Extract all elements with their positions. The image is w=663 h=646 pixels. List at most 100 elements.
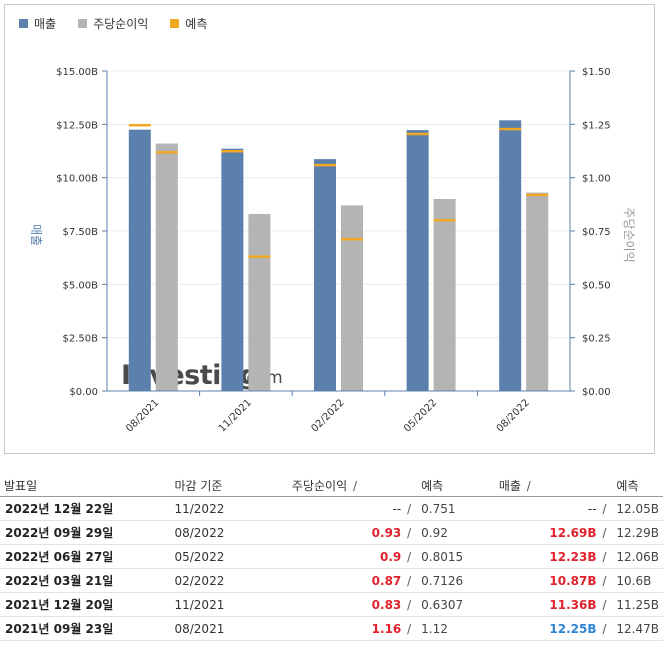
legend-label-eps: 주당순이익 bbox=[93, 17, 149, 31]
cell-revenue: 12.25B / bbox=[494, 616, 613, 641]
x-tick-label: 05/2022 bbox=[402, 397, 439, 434]
cell-date: 2022년 09월 29일 bbox=[0, 520, 171, 545]
cell-eps: -- / bbox=[287, 496, 418, 521]
cell-revenue-slash: / bbox=[602, 621, 607, 636]
table-row: 2022년 03월 21일 02/2022 0.87 /0.7126 10.87B /… bbox=[0, 568, 663, 593]
y-tick-label-right: $1.50 bbox=[582, 67, 611, 78]
cell-revenue-forecast: 11.25B bbox=[612, 592, 663, 617]
revenue-forecast-marker bbox=[406, 132, 429, 136]
col-header-revenue-label: 매출 bbox=[498, 478, 521, 493]
legend-item-revenue[interactable]: 매출 bbox=[19, 15, 56, 32]
cell-eps-value: 1.16 bbox=[371, 621, 402, 636]
table-row: 2022년 12월 22일 11/2022 -- /0.751 -- /12.05B bbox=[0, 496, 663, 521]
chart-bars bbox=[128, 120, 549, 391]
y-tick-label-left: $5.00B bbox=[63, 280, 99, 291]
cell-eps-forecast: 0.92 bbox=[417, 520, 495, 545]
cell-revenue-forecast: 12.05B bbox=[612, 496, 663, 521]
eps-forecast-marker bbox=[341, 237, 363, 241]
legend-item-forecast[interactable]: 예측 bbox=[170, 15, 207, 32]
col-header-revenue-forecast[interactable]: 예측 bbox=[612, 474, 663, 497]
legend-swatch-revenue bbox=[19, 19, 28, 28]
earnings-table: 발표일 마감 기준 주당순이익 / 예측 매출 / 예측 2022년 12월 2… bbox=[0, 474, 663, 641]
cell-revenue-value: -- bbox=[587, 501, 597, 516]
cell-revenue: 12.23B / bbox=[494, 544, 613, 569]
col-header-eps-forecast[interactable]: 예측 bbox=[417, 474, 495, 497]
cell-eps-value: -- bbox=[392, 501, 402, 516]
cell-eps: 0.93 / bbox=[287, 520, 418, 545]
y-tick-label-left: $0.00 bbox=[69, 387, 98, 398]
cell-revenue-slash: / bbox=[602, 525, 607, 540]
x-tick-label: 02/2022 bbox=[309, 397, 346, 434]
cell-eps-slash: / bbox=[407, 525, 412, 540]
cell-revenue-slash: / bbox=[602, 501, 607, 516]
cell-revenue: -- / bbox=[494, 496, 613, 521]
eps-forecast-marker bbox=[248, 255, 271, 258]
col-header-eps[interactable]: 주당순이익 / bbox=[287, 474, 418, 497]
col-header-period[interactable]: 마감 기준 bbox=[170, 474, 288, 497]
eps-bar bbox=[526, 192, 549, 391]
cell-revenue-value: 12.23B bbox=[549, 549, 597, 564]
cell-eps: 0.87 / bbox=[287, 568, 418, 593]
cell-revenue-value: 12.69B bbox=[549, 525, 597, 540]
cell-eps-forecast: 0.7126 bbox=[417, 568, 495, 593]
col-header-eps-slash: / bbox=[352, 478, 357, 493]
eps-bar bbox=[248, 213, 271, 391]
cell-eps-slash: / bbox=[407, 621, 412, 636]
table-row: 2021년 12월 20일 11/2021 0.83 /0.6307 11.36B /… bbox=[0, 592, 663, 617]
cell-eps: 0.9 / bbox=[287, 544, 418, 569]
cell-revenue-value: 11.36B bbox=[549, 597, 597, 612]
cell-revenue-forecast: 12.29B bbox=[612, 520, 663, 545]
revenue-forecast-marker bbox=[314, 163, 336, 167]
cell-eps-value: 0.87 bbox=[371, 573, 402, 588]
cell-revenue-forecast: 12.47B bbox=[612, 616, 663, 641]
y-tick-label-left: $15.00B bbox=[56, 67, 98, 78]
cell-date: 2022년 12월 22일 bbox=[0, 496, 171, 521]
cell-period: 05/2022 bbox=[170, 544, 288, 569]
chart-legend: 매출 주당순이익 예측 bbox=[19, 15, 229, 32]
cell-revenue-slash: / bbox=[602, 597, 607, 612]
y-tick-label-right: $1.25 bbox=[582, 120, 611, 131]
col-header-revenue-slash: / bbox=[526, 478, 531, 493]
cell-eps: 0.83 / bbox=[287, 592, 418, 617]
cell-date: 2021년 12월 20일 bbox=[0, 592, 171, 617]
col-header-date[interactable]: 발표일 bbox=[0, 474, 171, 497]
cell-date: 2021년 09월 23일 bbox=[0, 616, 171, 641]
y-tick-label-right: $0.50 bbox=[582, 280, 611, 291]
revenue-forecast-marker bbox=[499, 127, 522, 131]
cell-period: 02/2022 bbox=[170, 568, 288, 593]
cell-period: 11/2022 bbox=[170, 496, 288, 521]
y-tick-label-left: $10.00B bbox=[56, 174, 98, 185]
legend-swatch-forecast bbox=[170, 19, 180, 28]
cell-eps-forecast: 1.12 bbox=[417, 616, 495, 641]
legend-swatch-eps bbox=[78, 19, 88, 28]
cell-eps-slash: / bbox=[407, 573, 412, 588]
earnings-chart-panel: 매출 주당순이익 예측 Investing .com $0.00$0.00$2.… bbox=[4, 4, 655, 454]
cell-period: 08/2021 bbox=[170, 616, 288, 641]
eps-bar bbox=[341, 205, 363, 391]
cell-eps-forecast: 0.6307 bbox=[417, 592, 495, 617]
eps-bar bbox=[433, 199, 456, 391]
col-header-revenue[interactable]: 매출 / bbox=[494, 474, 613, 497]
cell-eps-value: 0.9 bbox=[380, 549, 402, 564]
eps-forecast-marker bbox=[155, 151, 178, 154]
earnings-table-body: 2022년 12월 22일 11/2022 -- /0.751 -- /12.05B 2… bbox=[0, 496, 663, 641]
cell-revenue-value: 10.87B bbox=[549, 573, 597, 588]
cell-eps-value: 0.83 bbox=[371, 597, 402, 612]
revenue-bar bbox=[406, 130, 429, 391]
legend-label-revenue: 매출 bbox=[34, 17, 57, 31]
cell-period: 08/2022 bbox=[170, 520, 288, 545]
table-row: 2021년 09월 23일 08/2021 1.16 /1.12 12.25B /12… bbox=[0, 616, 663, 641]
cell-date: 2022년 06월 27일 bbox=[0, 544, 171, 569]
legend-item-eps[interactable]: 주당순이익 bbox=[78, 15, 148, 32]
table-header-row: 발표일 마감 기준 주당순이익 / 예측 매출 / 예측 bbox=[0, 474, 663, 497]
cell-eps-slash: / bbox=[407, 597, 412, 612]
cell-eps-slash: / bbox=[407, 501, 412, 516]
x-tick-label: 08/2021 bbox=[124, 397, 161, 434]
cell-eps: 1.16 / bbox=[287, 616, 418, 641]
revenue-bar bbox=[499, 120, 522, 391]
watermark-box-2 bbox=[172, 349, 221, 394]
y-tick-label-right: $0.00 bbox=[582, 387, 611, 398]
cell-date: 2022년 03월 21일 bbox=[0, 568, 171, 593]
x-tick-label: 08/2022 bbox=[495, 397, 532, 434]
eps-forecast-marker bbox=[526, 193, 549, 197]
